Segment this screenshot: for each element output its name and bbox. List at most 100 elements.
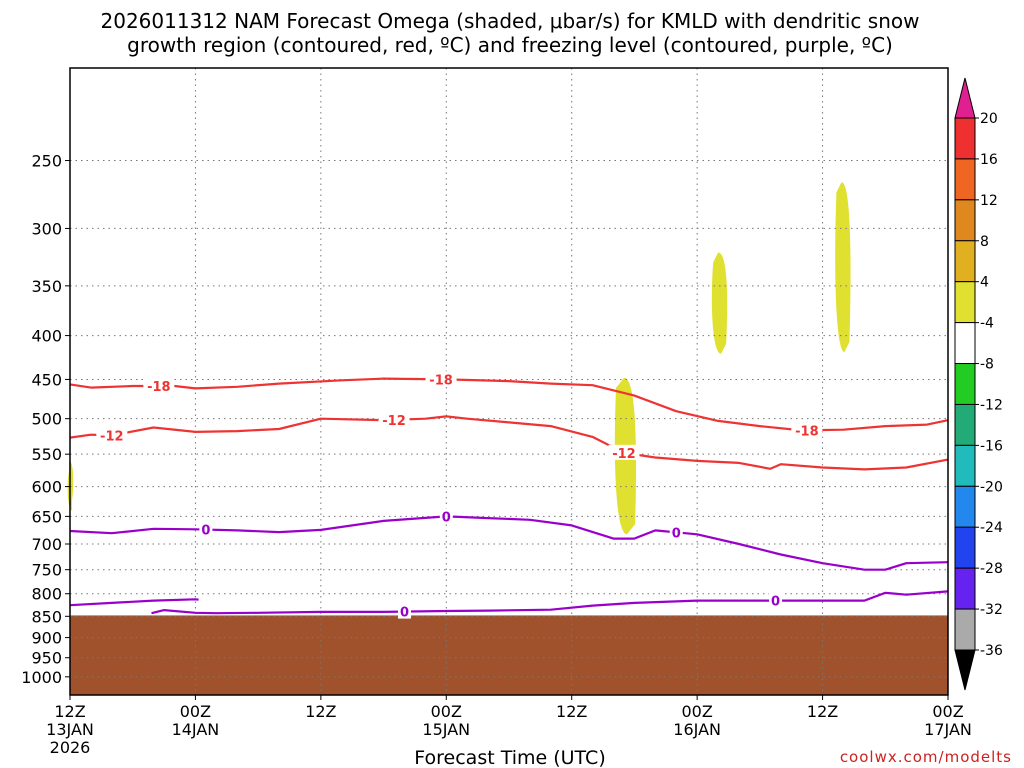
colorbar-label: 20	[980, 111, 998, 127]
colorbar-box	[954, 322, 976, 365]
colorbar-box	[954, 567, 976, 610]
y-tick-label: 750	[31, 561, 62, 580]
colorbar-label: -32	[980, 602, 1003, 618]
y-tick-label: 950	[31, 649, 62, 668]
colorbar-label: -12	[980, 397, 1003, 413]
contour-label: 0	[442, 510, 451, 525]
x-tick-label: 12Z	[305, 702, 336, 721]
x-tick-label: 12Z	[54, 702, 85, 721]
y-tick-label: 400	[31, 327, 62, 346]
contour-label-bg	[397, 603, 411, 619]
x-tick-label: 00Z	[431, 702, 462, 721]
contour-label: 0	[771, 595, 780, 610]
colorbar-label: -20	[980, 479, 1003, 495]
terrain-fill	[70, 615, 948, 695]
y-tick-label: 850	[31, 607, 62, 626]
colorbar-box	[954, 403, 976, 446]
contour-line-t-minus12	[69, 415, 949, 471]
y-tick-label: 600	[31, 478, 62, 497]
colorbar-box	[954, 363, 976, 405]
colorbar-label: 8	[980, 234, 989, 250]
contour-label: -12	[100, 429, 124, 444]
colorbar-label: 16	[980, 152, 998, 168]
contour-label-bg	[439, 508, 453, 524]
colorbar-label: -16	[980, 438, 1003, 454]
colorbar-box	[954, 485, 976, 528]
colorbar-top-arrow	[954, 77, 976, 119]
contour-label-bg	[425, 371, 457, 387]
colorbar-label: -28	[980, 561, 1003, 577]
contour-line-t-minus18	[69, 377, 949, 432]
contour-label-bg	[791, 422, 823, 438]
y-tick-label: 250	[31, 152, 62, 171]
plot-frame	[69, 67, 949, 696]
colorbar-box	[954, 117, 976, 160]
x-axis-title: Forecast Time (UTC)	[414, 747, 605, 768]
colorbar-box	[954, 158, 976, 201]
contour-label: -18	[147, 380, 171, 395]
credit-text: coolwx.com/modelts	[840, 748, 1012, 766]
colorbar-label: 12	[980, 193, 998, 209]
contour-label-bg	[199, 521, 213, 537]
x-tick-label: 13JAN	[46, 720, 94, 739]
chart-title-line1: 2026011312 NAM Forecast Omega (shaded, μ…	[101, 9, 920, 33]
colorbar-box	[954, 444, 976, 487]
y-tick-label: 800	[31, 585, 62, 604]
chart-title-line2: growth region (contoured, red, ºC) and f…	[127, 33, 893, 57]
contour-label-bg	[378, 411, 410, 427]
colorbar-box	[954, 199, 976, 242]
x-tick-label: 14JAN	[172, 720, 220, 739]
y-tick-label: 550	[31, 445, 62, 464]
y-tick-labels: 250 300 350 400 450 500 550 600 650 700 750 800 850 9…	[21, 152, 70, 687]
x-tick-label: 15JAN	[422, 720, 470, 739]
y-tick-label: 650	[31, 507, 62, 526]
colorbar-label: -36	[980, 643, 1003, 659]
contour-label: -18	[429, 373, 453, 388]
contour-label-bg	[143, 378, 175, 394]
omega-shade-area	[711, 252, 728, 354]
y-tick-label: 500	[31, 410, 62, 429]
contour-label-bg	[769, 592, 783, 608]
y-tick-label: 1000	[21, 668, 62, 687]
y-tick-label: 300	[31, 219, 62, 238]
contour-label-bg	[96, 427, 128, 443]
x-tick-label: 12Z	[807, 702, 838, 721]
colorbar-label: -8	[980, 357, 994, 373]
contour-label: -12	[382, 414, 406, 429]
contour-label-bg	[608, 444, 640, 460]
contour-label: 0	[201, 524, 210, 539]
contour-line-t-0-low2	[151, 590, 949, 615]
colorbar-label: -4	[980, 316, 994, 332]
x-tick-label: 16JAN	[673, 720, 721, 739]
contour-layer: -18 -18 -18 -12 -12 -12 0 0 0 0 0	[69, 371, 949, 621]
contour-label: 0	[400, 606, 409, 621]
colorbar-box-grey	[954, 608, 976, 651]
contour-label: -12	[612, 447, 636, 462]
y-tick-label: 350	[31, 277, 62, 296]
colorbar-bottom-arrow	[954, 649, 976, 691]
contour-label: -18	[795, 424, 819, 439]
terrain-layer	[70, 615, 948, 695]
x-tick-label: 00Z	[180, 702, 211, 721]
contour-label: 0	[672, 526, 681, 541]
omega-shade-area	[835, 182, 851, 352]
x-tick-label: 12Z	[556, 702, 587, 721]
colorbar-box	[954, 240, 976, 283]
contour-label-bg	[669, 524, 683, 540]
colorbar-label: 4	[980, 275, 989, 291]
x-tick-label: 17JAN	[924, 720, 972, 739]
y-tick-label: 700	[31, 535, 62, 554]
x-tick-label: 00Z	[932, 702, 963, 721]
x-tick-label: 00Z	[681, 702, 712, 721]
colorbar: 20 16 12 8 4 -4 -8 -12 -16 -20 -24 -28 -32 -36	[954, 77, 1003, 691]
colorbar-box	[954, 281, 976, 324]
x-tick-label: 2026	[50, 738, 91, 757]
contour-line-t-0	[69, 515, 949, 571]
colorbar-box	[954, 526, 976, 569]
colorbar-label: -24	[980, 520, 1003, 536]
y-tick-label: 450	[31, 370, 62, 389]
contour-line-t-0-low	[69, 598, 199, 607]
y-tick-label: 900	[31, 629, 62, 648]
